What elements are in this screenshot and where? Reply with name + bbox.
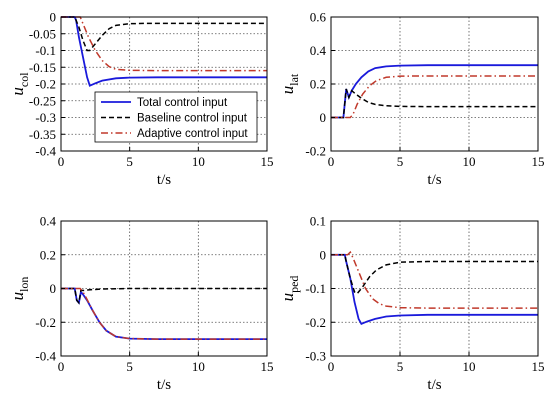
x-tick-label: 5 bbox=[126, 154, 133, 169]
y-axis-label-main: u bbox=[278, 86, 297, 95]
y-tick-label: -0.35 bbox=[29, 127, 56, 142]
x-tick-label: 15 bbox=[532, 154, 545, 169]
y-tick-label: 0.4 bbox=[310, 43, 327, 58]
y-axis-label-sub: ped bbox=[287, 276, 301, 293]
y-tick-label: 0.2 bbox=[40, 247, 56, 262]
x-tick-label: 15 bbox=[532, 359, 545, 374]
y-tick-label: -0.3 bbox=[305, 349, 326, 364]
y-tick-label: 0 bbox=[50, 10, 57, 25]
x-tick-label: 5 bbox=[397, 359, 404, 374]
series-adaptive bbox=[331, 250, 538, 309]
y-tick-label: -0.1 bbox=[35, 43, 56, 58]
x-tick-label: 0 bbox=[58, 359, 65, 374]
y-axis-label: ucol bbox=[8, 72, 31, 96]
series-adaptive bbox=[61, 16, 267, 72]
x-axis-label: t/s bbox=[157, 172, 171, 188]
y-tick-label: 0.2 bbox=[310, 77, 326, 92]
x-axis-label: t/s bbox=[427, 377, 441, 393]
x-tick-label: 0 bbox=[58, 154, 65, 169]
y-tick-label: 0.6 bbox=[310, 10, 327, 25]
x-tick-label: 10 bbox=[192, 154, 205, 169]
y-axis-label: uped bbox=[278, 276, 301, 302]
legend-label-baseline: Baseline control input bbox=[137, 113, 248, 125]
x-tick-label: 5 bbox=[126, 359, 133, 374]
y-tick-label: -0.2 bbox=[35, 77, 56, 92]
x-axis-label: t/s bbox=[427, 172, 441, 188]
x-tick-label: 10 bbox=[463, 359, 476, 374]
y-tick-label: 0.4 bbox=[40, 214, 57, 229]
y-axis-label-sub: col bbox=[17, 72, 31, 87]
y-tick-label: -0.25 bbox=[29, 93, 56, 108]
series-baseline bbox=[331, 254, 538, 295]
y-tick-label: -0.3 bbox=[35, 110, 56, 125]
y-axis-label: ulat bbox=[278, 73, 301, 94]
x-tick-label: 0 bbox=[328, 359, 335, 374]
y-tick-label: -0.2 bbox=[305, 144, 326, 159]
y-tick-label: -0.05 bbox=[29, 26, 56, 41]
y-axis-label-main: u bbox=[8, 292, 27, 301]
legend-label-total: Total control input bbox=[137, 97, 228, 109]
x-tick-label: 5 bbox=[397, 154, 404, 169]
series-baseline bbox=[61, 16, 267, 52]
x-tick-label: 10 bbox=[463, 154, 476, 169]
y-tick-label: 0.1 bbox=[310, 214, 326, 229]
y-axis-label-main: u bbox=[278, 293, 297, 302]
x-tick-label: 15 bbox=[261, 359, 274, 374]
y-tick-label: -0.4 bbox=[35, 144, 56, 159]
subplot-4: 0 5 10 15 0.1 0 -0.1 -0.2 -0.3 t/s uped bbox=[278, 214, 545, 394]
x-axis-label: t/s bbox=[157, 377, 171, 393]
legend-label-adaptive: Adaptive control input bbox=[137, 128, 248, 140]
y-axis-label-sub: lat bbox=[287, 73, 301, 86]
legend: Total control input Baseline control inpu… bbox=[94, 91, 258, 143]
y-axis-label-sub: lon bbox=[17, 277, 31, 292]
series-adaptive bbox=[61, 287, 267, 340]
x-tick-label: 10 bbox=[192, 359, 205, 374]
y-tick-label: 0 bbox=[320, 110, 327, 125]
series-baseline bbox=[61, 287, 267, 305]
y-tick-label: -0.2 bbox=[35, 315, 56, 330]
x-tick-label: 0 bbox=[328, 154, 335, 169]
y-axis-label-main: u bbox=[8, 87, 27, 96]
x-tick-label: 15 bbox=[261, 154, 274, 169]
series-baseline bbox=[331, 88, 538, 119]
y-tick-label: -0.4 bbox=[35, 349, 56, 364]
y-tick-label: -0.2 bbox=[305, 315, 326, 330]
y-tick-label: 0 bbox=[320, 247, 327, 262]
y-tick-label: -0.15 bbox=[29, 60, 56, 75]
y-tick-label: 0 bbox=[50, 281, 57, 296]
y-axis-label: ulon bbox=[8, 277, 31, 301]
subplot-3: 0 5 10 15 0.4 0.2 0 -0.2 -0.4 t/s ulon bbox=[8, 214, 274, 394]
y-tick-label: -0.1 bbox=[305, 281, 326, 296]
